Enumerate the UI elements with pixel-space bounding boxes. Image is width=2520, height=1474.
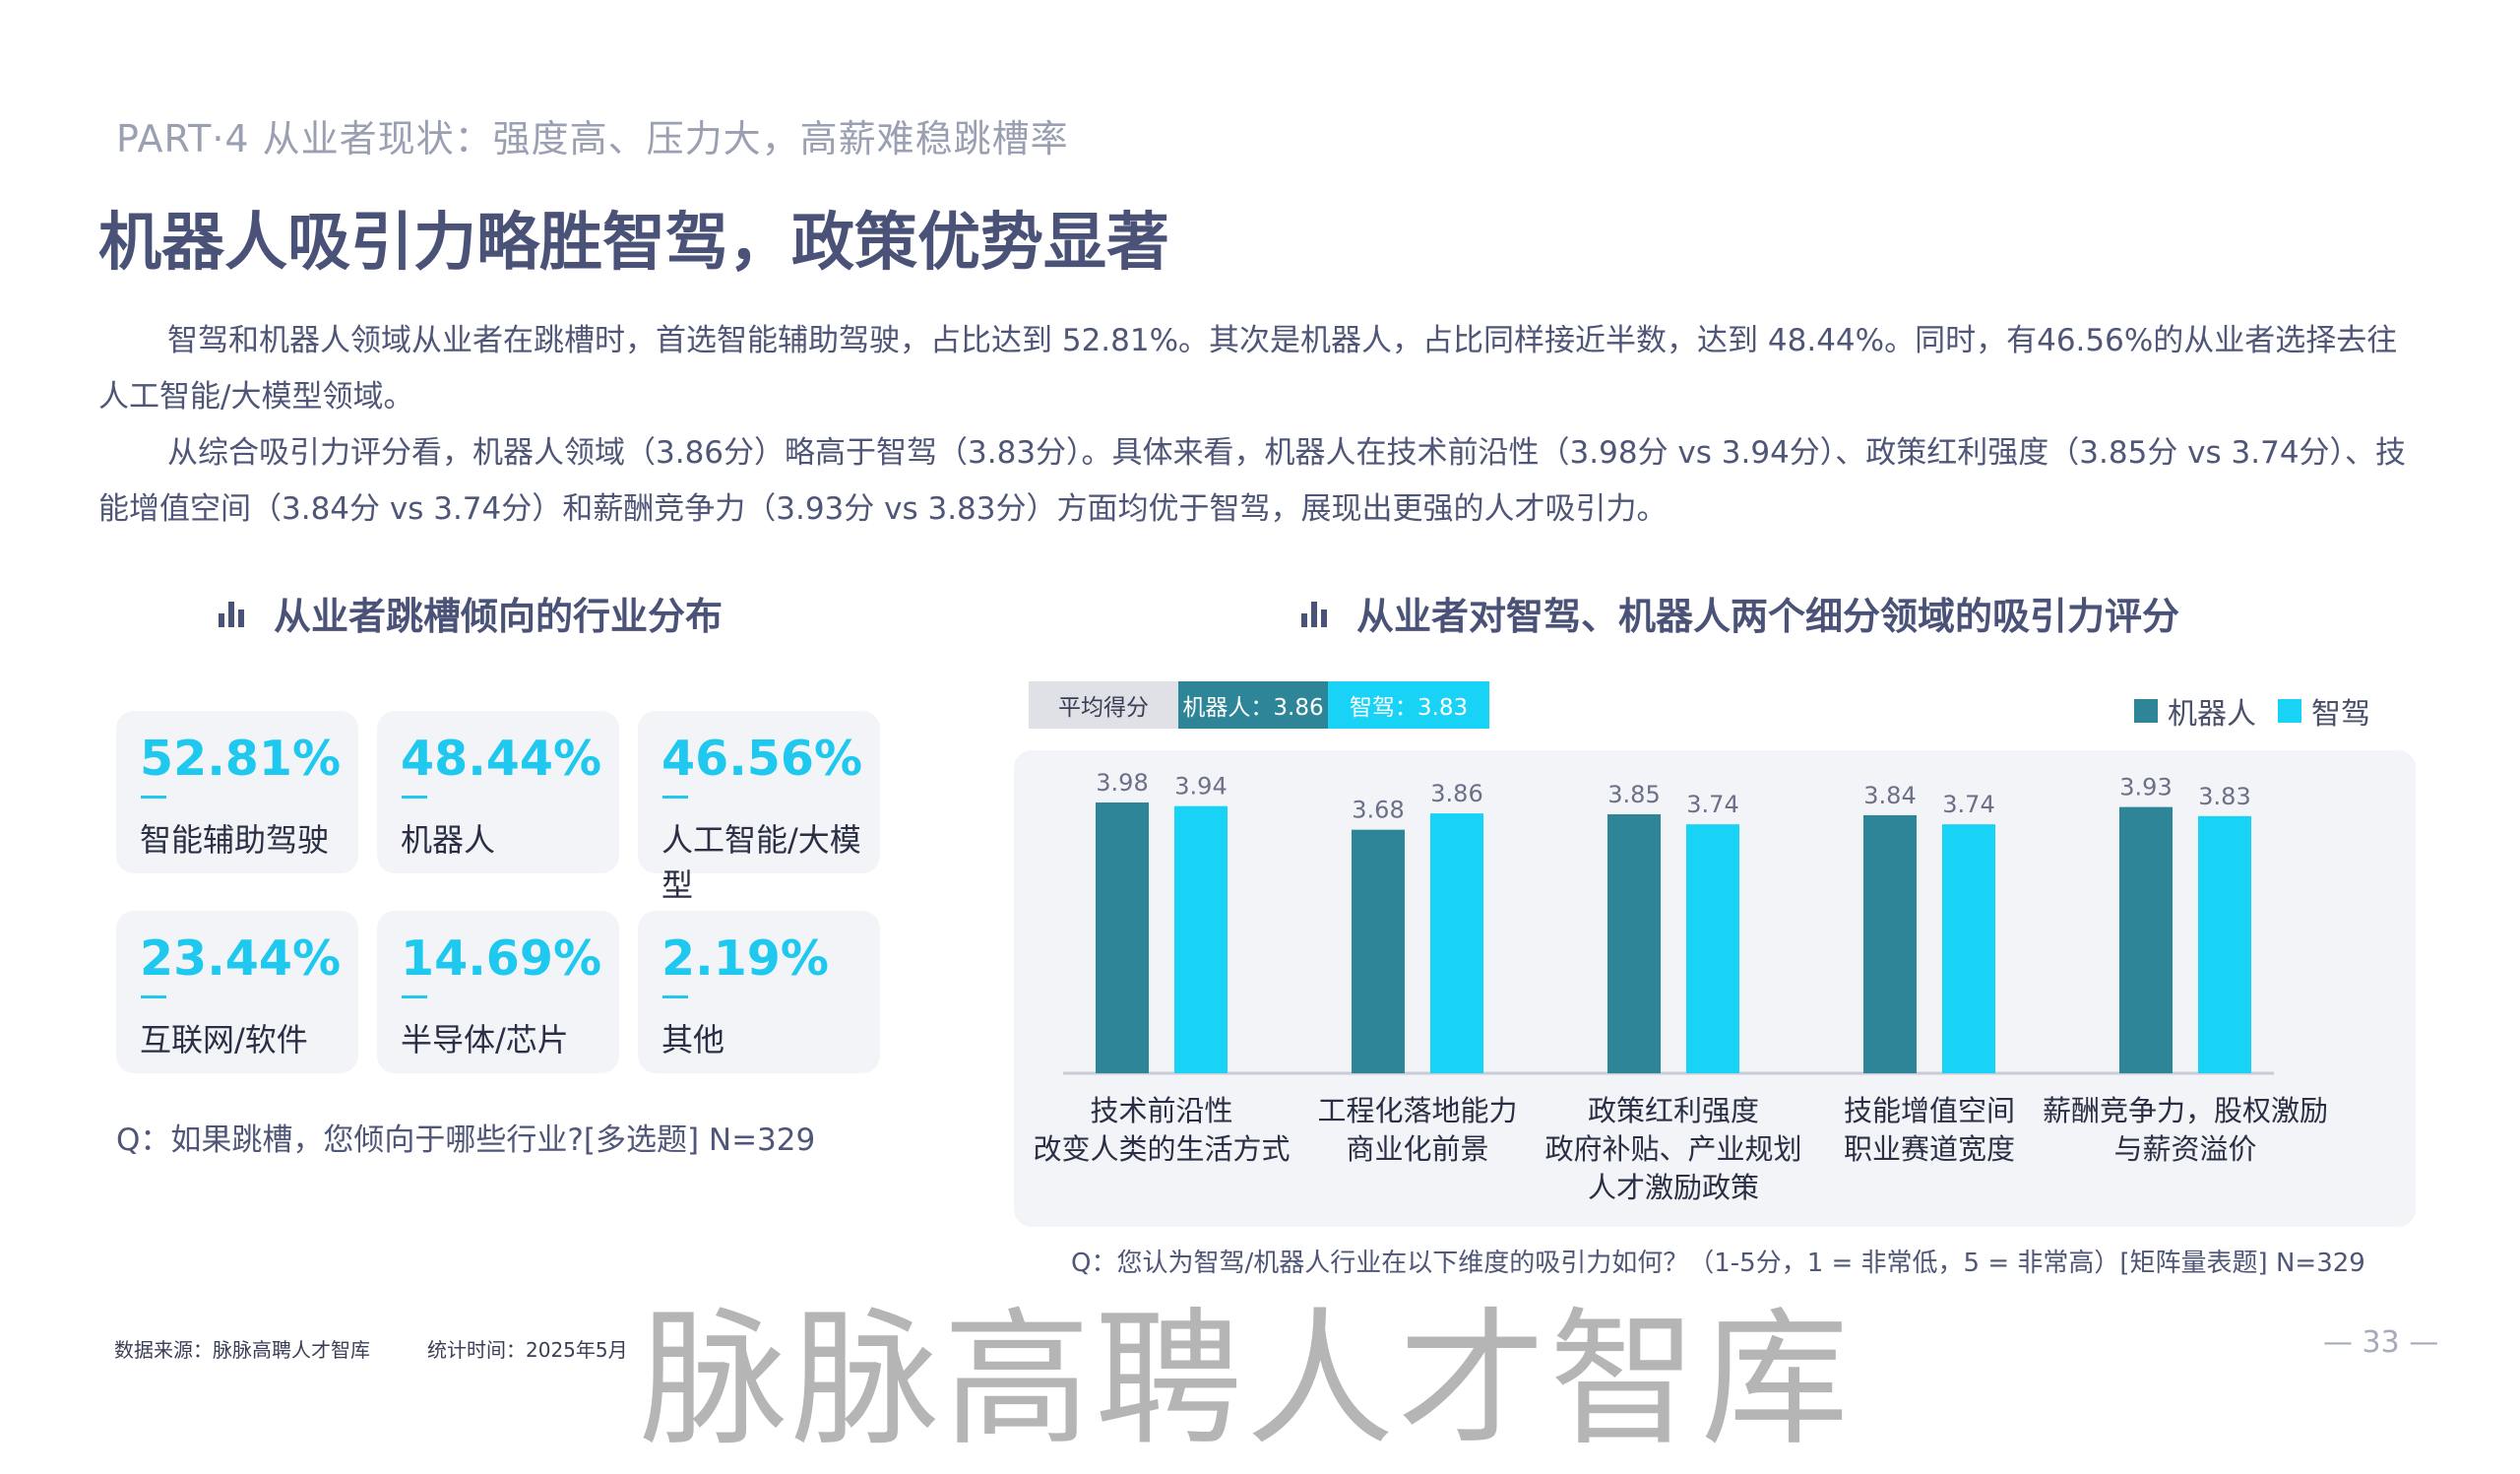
- data-label: 3.84: [1863, 782, 1916, 809]
- watermark: 脉脉高聘人才智库: [640, 1295, 1854, 1466]
- bar-chart-icon: [1301, 600, 1331, 627]
- legend-swatch: [2278, 699, 2301, 723]
- category-label: 职业赛道宽度: [1844, 1132, 2015, 1166]
- body-text: 智驾和机器人领域从业者在跳槽时，首选智能辅助驾驶，占比达到 52.81%。其次是…: [98, 313, 2412, 538]
- data-label: 3.98: [1096, 769, 1148, 797]
- category-label: 与薪资溢价: [2113, 1132, 2256, 1166]
- stat-value: 48.44%: [401, 731, 602, 787]
- data-source: 数据来源：脉脉高聘人才智库: [114, 1338, 370, 1362]
- stat-label: 人工智能/大模型: [662, 821, 861, 904]
- category-label: 政府补贴、产业规划: [1544, 1132, 1801, 1166]
- data-label: 3.94: [1174, 773, 1227, 801]
- data-label: 3.86: [1430, 780, 1482, 807]
- bar-zhijia-4: [2198, 815, 2251, 1073]
- stat-divider: [662, 995, 688, 998]
- stat-divider: [141, 995, 166, 998]
- bar-robot-3: [1863, 814, 1917, 1073]
- stat-card: 48.44% 机器人: [377, 711, 619, 873]
- statistics-time: 统计时间：2025年5月: [427, 1338, 628, 1362]
- stat-value: 52.81%: [140, 731, 342, 787]
- average-robot: 机器人：3.86: [1178, 681, 1328, 729]
- stat-divider: [141, 796, 166, 799]
- left-section-title: 从业者跳槽倾向的行业分布: [219, 586, 723, 640]
- right-section-title-text: 从业者对智驾、机器人两个细分领域的吸引力评分: [1356, 595, 2180, 638]
- stat-label: 机器人: [401, 821, 496, 859]
- legend-item-zhijia: 智驾: [2278, 689, 2370, 733]
- category-label: 商业化前景: [1346, 1132, 1488, 1166]
- average-label: 平均得分: [1029, 681, 1178, 729]
- legend-swatch: [2134, 699, 2158, 723]
- stat-label: 智能辅助驾驶: [140, 821, 330, 859]
- page-number: — 33 —: [2323, 1325, 2439, 1360]
- right-question: Q：您认为智驾/机器人行业在以下维度的吸引力如何？（1-5分，1 = 非常低，5…: [1071, 1249, 2365, 1278]
- category-label: 薪酬竞争力，股权激励: [2043, 1094, 2328, 1127]
- left-question: Q：如果跳槽，您倾向于哪些行业?[多选题] N=329: [116, 1122, 816, 1158]
- data-label: 3.74: [1686, 791, 1738, 818]
- category-label: 技术前沿性: [1090, 1094, 1232, 1127]
- category-label: 技能增值空间: [1844, 1094, 2015, 1127]
- data-label: 3.93: [2119, 774, 2172, 801]
- chart-legend: 机器人 智驾: [2134, 689, 2392, 733]
- stat-divider: [662, 796, 688, 799]
- average-zhijia: 智驾：3.83: [1328, 681, 1489, 729]
- data-label: 3.83: [2198, 783, 2250, 810]
- stat-value: 46.56%: [662, 731, 863, 787]
- stat-card: 52.81% 智能辅助驾驶: [116, 711, 358, 873]
- bar-robot-1: [1352, 829, 1405, 1073]
- paragraph-2: 从综合吸引力评分看，机器人领域（3.86分）略高于智驾（3.83分）。具体来看，…: [98, 435, 2407, 527]
- stat-grid: 52.81% 智能辅助驾驶 48.44% 机器人 46.56% 人工智能/大模型…: [116, 711, 880, 1073]
- part-heading: PART·4 从业者现状：强度高、压力大，高薪难稳跳槽率: [116, 117, 1069, 160]
- bar-zhijia-2: [1686, 824, 1739, 1073]
- average-score-strip: 平均得分 机器人：3.86 智驾：3.83: [1029, 681, 1489, 729]
- stat-value: 23.44%: [140, 930, 342, 987]
- stat-label: 互联网/软件: [140, 1021, 308, 1058]
- data-label: 3.74: [1942, 791, 1994, 818]
- bar-zhijia-0: [1174, 805, 1228, 1073]
- bar-zhijia-1: [1430, 813, 1483, 1073]
- bar-robot-2: [1607, 813, 1661, 1073]
- bar-robot-4: [2119, 806, 2173, 1073]
- bar-robot-0: [1096, 802, 1149, 1073]
- stat-card: 46.56% 人工智能/大模型: [638, 711, 880, 904]
- legend-label: 机器人: [2168, 697, 2256, 732]
- category-label: 改变人类的生活方式: [1033, 1132, 1290, 1166]
- paragraph-1: 智驾和机器人领域从业者在跳槽时，首选智能辅助驾驶，占比达到 52.81%。其次是…: [98, 323, 2398, 415]
- bar-zhijia-3: [1942, 824, 1995, 1073]
- data-label: 3.85: [1607, 781, 1660, 808]
- stat-value: 2.19%: [662, 930, 829, 987]
- stat-card: 23.44% 互联网/软件: [116, 911, 358, 1073]
- stat-value: 14.69%: [401, 930, 602, 987]
- page-title: 机器人吸引力略胜智驾，政策优势显著: [98, 207, 1169, 280]
- stat-label: 半导体/芯片: [401, 1021, 569, 1058]
- stat-divider: [402, 796, 427, 799]
- legend-item-robot: 机器人: [2134, 689, 2256, 733]
- category-label: 工程化落地能力: [1317, 1094, 1517, 1127]
- stat-card: 14.69% 半导体/芯片: [377, 911, 619, 1073]
- bar-chart-icon: [219, 600, 248, 627]
- stat-divider: [402, 995, 427, 998]
- category-label: 人才激励政策: [1588, 1171, 1759, 1204]
- category-label: 政策红利强度: [1588, 1094, 1759, 1127]
- right-section-title: 从业者对智驾、机器人两个细分领域的吸引力评分: [1301, 586, 2179, 640]
- data-label: 3.68: [1352, 797, 1404, 824]
- legend-label: 智驾: [2311, 697, 2370, 732]
- stat-label: 其他: [662, 1021, 725, 1058]
- stat-card: 2.19% 其他: [638, 911, 880, 1073]
- left-section-title-text: 从业者跳槽倾向的行业分布: [274, 595, 724, 638]
